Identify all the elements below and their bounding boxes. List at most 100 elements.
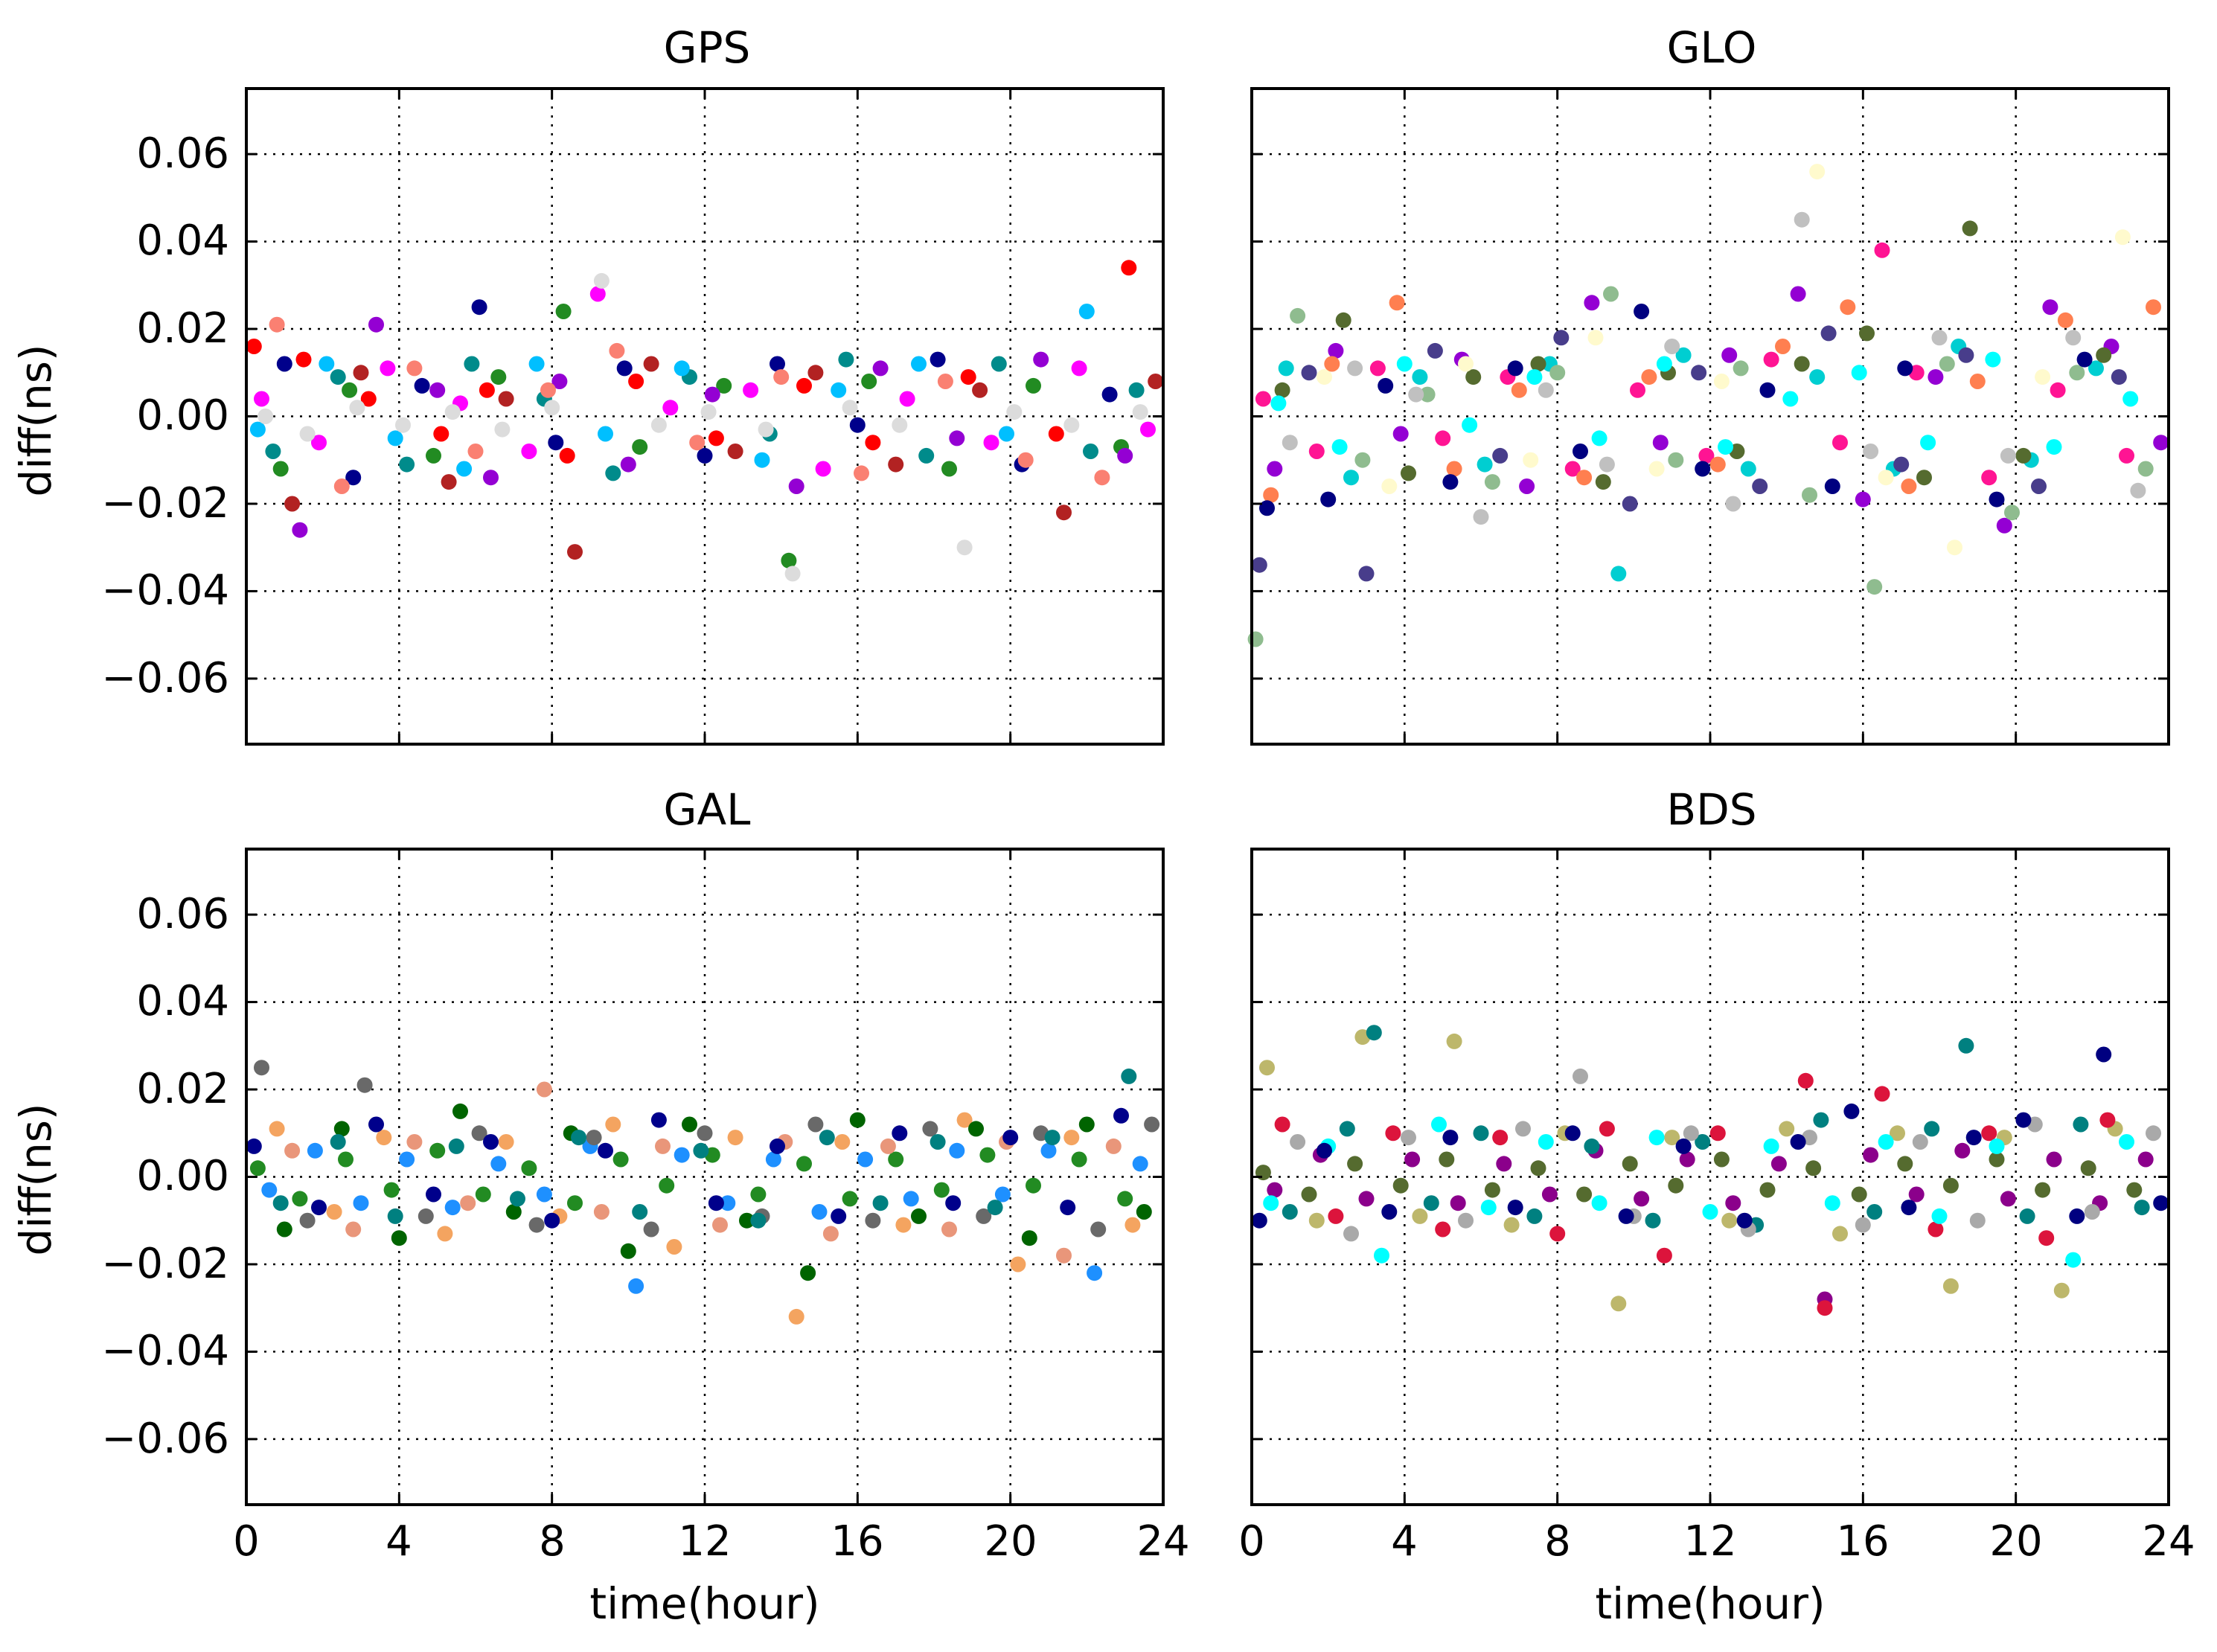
data-point [528,1217,545,1233]
data-point [1541,1186,1558,1203]
data-point [1599,1121,1615,1137]
data-point [1094,470,1110,486]
data-point [356,1077,373,1093]
data-point [1878,1134,1894,1150]
data-point [1343,470,1359,486]
data-point [1855,491,1871,508]
data-point [1251,557,1267,573]
data-point [1718,439,1733,455]
data-point [406,1134,423,1150]
data-point [880,1138,896,1154]
data-point [2153,1195,2169,1211]
data-point [650,417,667,433]
data-point [1603,286,1619,302]
data-point [1721,1212,1738,1229]
data-point [1401,465,1416,481]
data-point [2069,365,2085,381]
data-point [1912,1134,1928,1150]
data-point [872,1195,889,1211]
data-point [842,400,858,416]
grid-gps [246,89,1163,744]
data-point [1480,1200,1497,1216]
y-tick-labels-gal: −0.06 −0.04 −0.02 0.00 0.02 0.04 0.06 [101,890,229,1463]
data-point [1530,1160,1546,1176]
data-point [815,461,831,477]
series-R10 [1259,304,2093,516]
data-point [490,1156,507,1172]
data-point [1010,1256,1026,1272]
data-point [1056,1247,1072,1264]
data-point [930,1134,946,1150]
data-point [353,1195,369,1211]
data-point [949,430,965,446]
data-point [1132,404,1148,420]
data-point [1630,382,1645,398]
data-point [1939,356,1955,372]
data-point [1484,1182,1500,1198]
panel-bds: BDS 0 4 8 12 16 20 24 time(hour) [1238,784,2195,1629]
data-point [1251,1212,1267,1229]
data-point [1564,1125,1581,1142]
data-point [1695,1134,1711,1150]
data-point [1301,365,1317,381]
data-point [2042,299,2058,316]
data-point [559,447,575,464]
data-point [1656,356,1672,372]
data-point [945,1195,962,1211]
data-point [483,1134,499,1150]
data-point [941,1221,957,1238]
data-point [1802,487,1817,503]
data-point [1308,444,1325,459]
data-point [941,461,957,477]
data-point [249,421,266,438]
data-point [1679,1151,1695,1168]
y-tick-label: 0.02 [136,1065,229,1113]
data-point [1564,461,1581,477]
data-point [1121,260,1137,276]
data-point [1863,444,1879,459]
data-point [1538,1134,1554,1150]
data-point [1484,474,1500,490]
data-point [811,1204,828,1220]
data-point [708,1195,724,1211]
data-point [1507,360,1523,377]
data-point [276,1221,292,1238]
data-point [2065,1252,2082,1268]
data-point [1381,1204,1398,1220]
data-point [2073,1116,2089,1133]
data-point [299,426,316,442]
data-point [333,478,350,494]
data-point [1347,360,1363,377]
data-point [1002,1130,1019,1146]
data-point [1458,1212,1474,1229]
data-point [418,1208,434,1224]
data-point [1078,1116,1095,1133]
data-point [1270,395,1287,412]
series-E04 [269,1112,1141,1325]
data-point [1392,426,1409,442]
series-R06 [1274,220,2112,490]
data-point [991,356,1007,372]
data-point [888,456,904,473]
data-point [781,552,797,569]
data-point [2035,1182,2051,1198]
data-point [1026,1177,1041,1194]
data-point [1523,452,1539,468]
data-point [2122,391,2139,407]
data-point [1981,470,1997,486]
data-point [770,356,785,372]
data-point [353,365,369,381]
data-point [933,1182,950,1198]
data-point [1446,1033,1462,1049]
data-point [383,1182,400,1198]
data-point [307,1142,323,1159]
data-point [406,360,423,377]
data-point [598,426,613,442]
data-points-glo [1247,164,2169,647]
data-point [586,1130,602,1146]
data-point [319,356,335,372]
data-point [1354,452,1371,468]
data-point [1989,1138,2005,1154]
data-point [822,1226,839,1242]
data-point [246,339,262,354]
